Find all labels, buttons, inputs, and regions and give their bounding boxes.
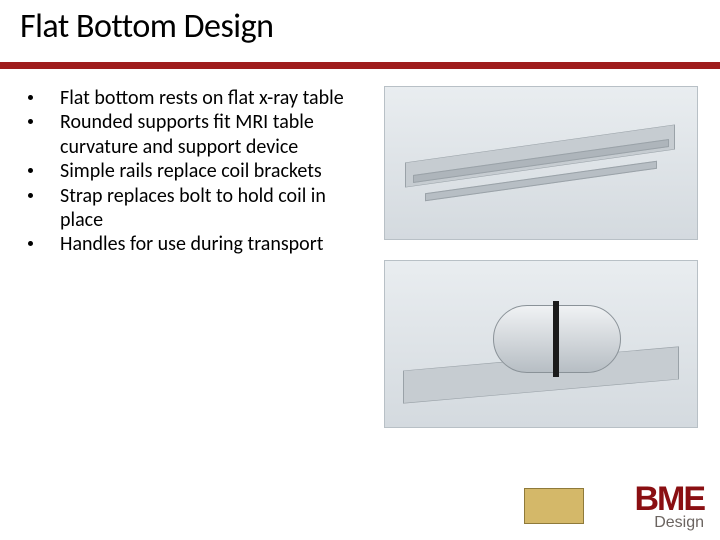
bullet-dot-icon [28, 193, 33, 198]
image-bottom-render [384, 260, 698, 428]
bullet-dot-icon [28, 168, 33, 173]
bullet-text: Handles for use during transport [60, 232, 323, 256]
footer-logo: BME Design [524, 482, 704, 530]
image-bottom [384, 260, 698, 428]
bullet-list: Flat bottom rests on flat x-ray table Ro… [22, 86, 352, 257]
bullet-dot-icon [28, 241, 33, 246]
bullet-item: Handles for use during transport [22, 232, 352, 256]
title-accent-bar [0, 62, 720, 69]
logo-design-text: Design [654, 514, 704, 532]
slide-title: Flat Bottom Design [20, 6, 273, 47]
bullet-list-area: Flat bottom rests on flat x-ray table Ro… [22, 86, 352, 257]
bullet-item: Simple rails replace coil brackets [22, 159, 352, 183]
bullet-text: Rounded supports fit MRI table curvature… [60, 110, 314, 158]
bullet-item: Flat bottom rests on flat x-ray table [22, 86, 352, 110]
slide: Flat Bottom Design Flat bottom rests on … [0, 0, 720, 540]
image-top [384, 86, 698, 240]
bullet-dot-icon [28, 95, 33, 100]
bullet-text: Strap replaces bolt to hold coil in plac… [60, 184, 326, 232]
bullet-item: Rounded supports fit MRI table curvature… [22, 110, 352, 159]
image-top-render [384, 86, 698, 240]
bullet-text: Simple rails replace coil brackets [60, 159, 322, 183]
title-bar: Flat Bottom Design [0, 6, 720, 64]
bullet-item: Strap replaces bolt to hold coil in plac… [22, 184, 352, 233]
bullet-dot-icon [28, 119, 33, 124]
bullet-text: Flat bottom rests on flat x-ray table [60, 86, 344, 110]
uw-badge-icon [524, 488, 584, 524]
